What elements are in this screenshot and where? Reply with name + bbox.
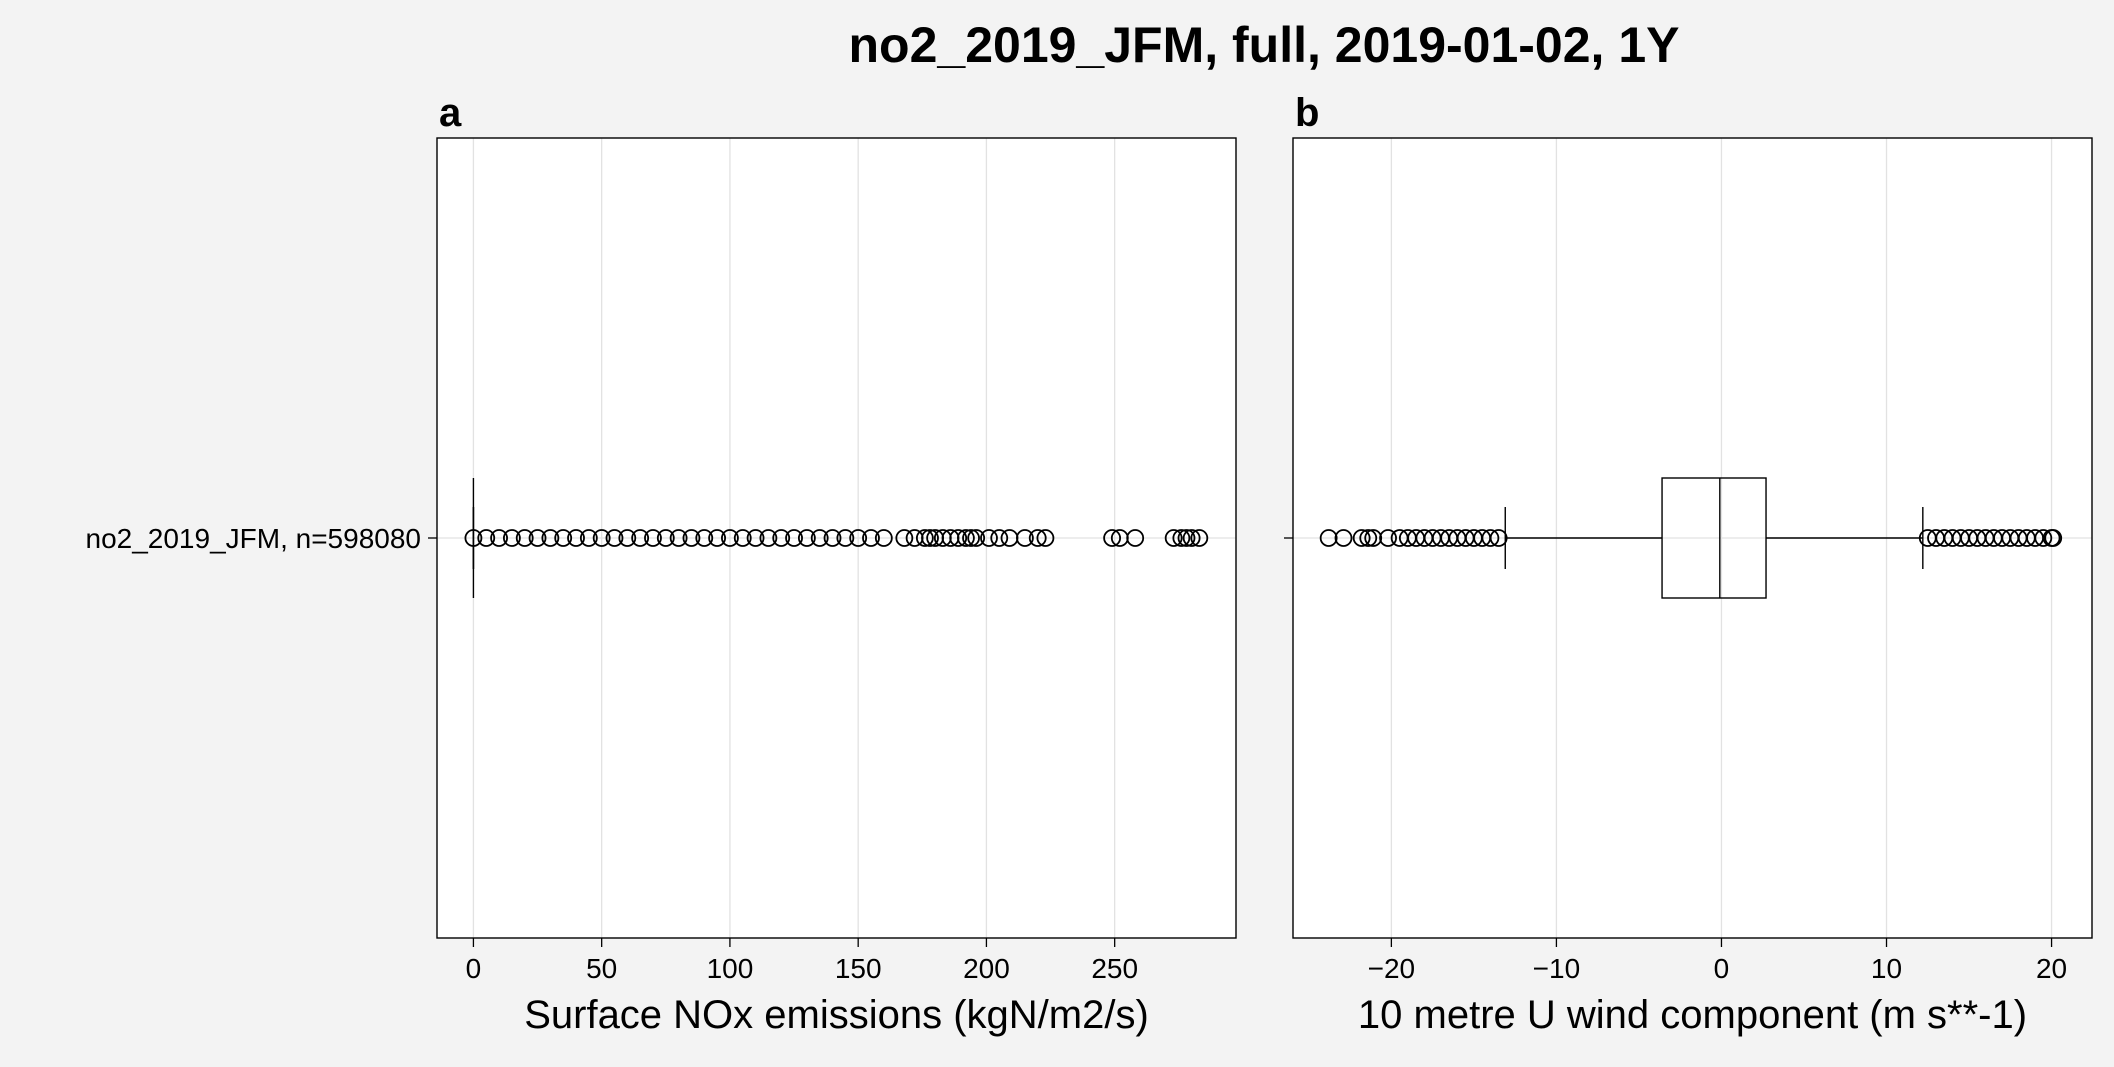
flier	[515, 529, 534, 547]
flier	[746, 529, 765, 547]
flier	[579, 529, 598, 547]
flier	[1190, 529, 1209, 547]
flier	[1103, 529, 1122, 547]
flier	[567, 529, 585, 547]
flier	[1036, 529, 1055, 547]
flier	[967, 529, 986, 547]
x-tick-label: 0	[466, 953, 482, 984]
flier	[528, 529, 547, 547]
flier	[980, 529, 998, 547]
flier	[990, 529, 1009, 547]
flier	[849, 529, 868, 547]
flier	[605, 529, 624, 547]
x-tick-label: 50	[586, 953, 617, 984]
flier	[1481, 529, 1500, 547]
figure-title: no2_2019_JFM, full, 2019-01-02, 1Y	[849, 17, 1680, 73]
flier	[810, 529, 829, 547]
flier	[695, 529, 714, 547]
flier	[862, 529, 880, 547]
flier	[656, 529, 675, 547]
x-tick-label: 20	[2036, 953, 2067, 984]
x-axis-label: 10 metre U wind component (m s**-1)	[1358, 993, 2027, 1037]
flier	[1489, 529, 1508, 547]
x-tick-label: 10	[1871, 953, 1902, 984]
plot-frame	[436, 137, 1237, 939]
flier	[708, 529, 726, 547]
flier	[1364, 529, 1383, 547]
flier	[874, 529, 893, 547]
flier	[895, 529, 914, 547]
flier	[1334, 529, 1353, 547]
x-tick-label: 250	[1091, 953, 1138, 984]
flier	[1352, 529, 1371, 547]
flier	[1319, 529, 1338, 547]
flier	[592, 529, 611, 547]
flier	[1379, 529, 1397, 547]
flier	[921, 529, 939, 547]
y-tick-label: no2_2019_JFM, n=598080	[86, 523, 422, 554]
flier	[541, 529, 560, 547]
flier	[1172, 529, 1191, 547]
x-tick-label: 0	[1714, 953, 1730, 984]
flier	[721, 529, 739, 547]
flier	[1182, 529, 1201, 547]
x-tick-label: 200	[963, 953, 1010, 984]
flier	[2034, 529, 2053, 547]
flier	[1028, 529, 1047, 547]
flier	[502, 529, 521, 547]
flier	[618, 529, 637, 547]
flier	[733, 529, 752, 547]
flier	[957, 529, 975, 547]
flier	[644, 529, 662, 547]
flier	[464, 529, 483, 547]
flier	[759, 529, 778, 547]
box	[1661, 477, 1767, 599]
x-tick-label: 150	[835, 953, 882, 984]
x-tick-label: −10	[1533, 953, 1581, 984]
flier	[915, 529, 934, 547]
x-tick-label: 100	[707, 953, 754, 984]
flier	[836, 529, 855, 547]
flier	[669, 529, 688, 547]
flier	[477, 529, 496, 547]
flier	[1164, 529, 1183, 547]
flier	[1177, 529, 1196, 547]
flier	[772, 529, 791, 547]
flier	[2044, 529, 2063, 547]
flier	[797, 529, 816, 547]
flier	[785, 529, 803, 547]
flier	[490, 529, 508, 547]
flier	[682, 529, 701, 547]
plot-frame	[1292, 137, 2093, 939]
flier	[949, 529, 968, 547]
flier	[1015, 529, 1034, 547]
panel-label: a	[439, 91, 462, 135]
flier	[962, 529, 980, 547]
x-axis-label: Surface NOx emissions (kgN/m2/s)	[524, 993, 1149, 1037]
flier	[1126, 529, 1145, 547]
panel-label: b	[1295, 91, 1319, 135]
flier	[554, 529, 573, 547]
x-tick-label: −20	[1368, 953, 1416, 984]
flier	[631, 529, 650, 547]
flier	[1359, 529, 1378, 547]
flier	[823, 529, 842, 547]
